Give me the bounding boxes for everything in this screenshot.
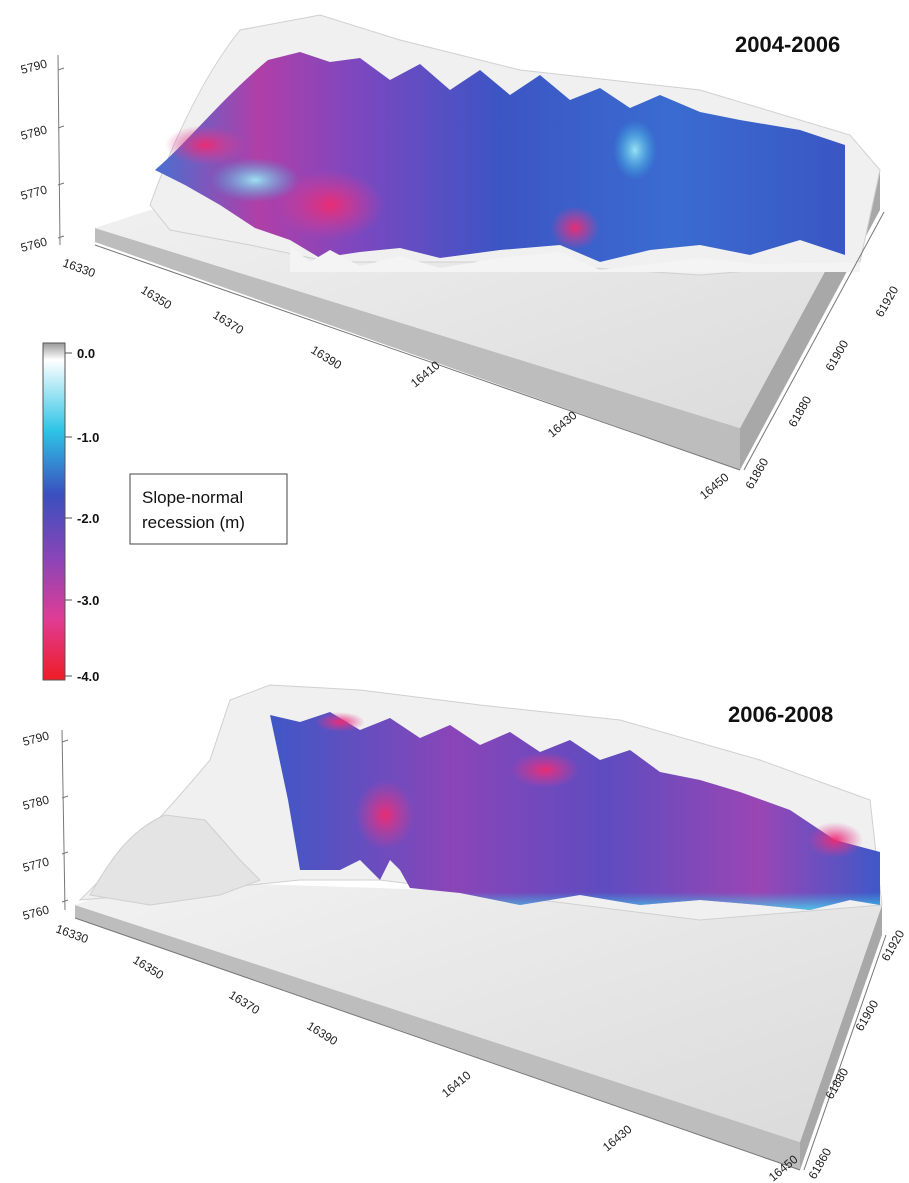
y-tick-label: 61860 xyxy=(742,455,771,491)
z-axis-ticks xyxy=(61,739,69,903)
panel-title: 2004-2006 xyxy=(735,32,840,57)
x-tick-label: 16330 xyxy=(61,256,97,281)
x-tick-label: 16370 xyxy=(226,988,262,1018)
z-tick-label: 5770 xyxy=(21,854,51,875)
x-tick-label: 16390 xyxy=(304,1019,340,1049)
recession-hotspot xyxy=(510,752,580,788)
colorbar-tick-label: -1.0 xyxy=(77,430,99,445)
y-tick-label: 61860 xyxy=(805,1145,834,1181)
recession-hotspot xyxy=(355,780,415,850)
z-tick-label: 5790 xyxy=(21,728,51,749)
panel-title: 2006-2008 xyxy=(728,702,833,727)
y-tick-label: 61880 xyxy=(785,393,814,429)
recession-hotspot xyxy=(315,712,365,732)
base-front-face xyxy=(75,905,800,1170)
y-tick-label: 61920 xyxy=(872,283,901,319)
y-axis xyxy=(743,211,885,471)
y-axis xyxy=(803,934,887,1171)
colorbar: 0.0 -1.0 -2.0 -3.0 -4.0 xyxy=(42,342,99,684)
slope-toe xyxy=(290,245,860,272)
x-tick-label: 16430 xyxy=(600,1122,635,1154)
legend-label: recession (m) xyxy=(142,513,245,532)
colorbar-tick-label: 0.0 xyxy=(77,346,95,361)
colorbar-gradient xyxy=(42,342,66,681)
x-axis xyxy=(74,917,801,1171)
z-axis xyxy=(61,729,66,911)
z-tick-label: 5790 xyxy=(19,56,49,77)
recession-hotspot xyxy=(165,125,245,165)
z-tick-label: 5770 xyxy=(19,182,49,203)
x-tick-label: 16350 xyxy=(130,953,166,983)
colorbar-tick-label: -4.0 xyxy=(77,669,99,684)
x-tick-label: 16350 xyxy=(138,283,174,313)
panel-2006-2008: 5790 5780 5770 5760 16330 16350 16370 16… xyxy=(21,684,907,1183)
z-tick-label: 5780 xyxy=(21,792,51,813)
z-tick-label: 5780 xyxy=(19,122,49,143)
x-tick-label: 16410 xyxy=(439,1068,474,1100)
x-axis xyxy=(94,244,741,471)
x-tick-label: 16330 xyxy=(54,922,90,947)
x-tick-label: 16450 xyxy=(697,470,732,502)
low-recession-spot xyxy=(210,158,300,202)
cliff-rough-area xyxy=(89,814,261,906)
y-tick-label: 61900 xyxy=(822,337,851,373)
z-axis xyxy=(57,54,61,246)
base-right-face xyxy=(800,905,882,1170)
recession-hotspot xyxy=(807,822,863,858)
x-tick-label: 16390 xyxy=(308,343,344,373)
ground-surface xyxy=(75,880,882,1142)
recession-hotspot xyxy=(275,170,385,240)
low-recession-band xyxy=(395,850,880,910)
colorbar-tick-label: -3.0 xyxy=(77,593,99,608)
x-tick-label: 16370 xyxy=(210,308,246,338)
z-tick-label: 5760 xyxy=(21,902,51,923)
colorbar-tick-label: -2.0 xyxy=(77,511,99,526)
z-tick-label: 5760 xyxy=(19,234,49,255)
base-front-face xyxy=(95,228,740,470)
legend-label: Slope-normal xyxy=(142,488,243,507)
low-recession-spot xyxy=(613,120,657,180)
recession-hotspot xyxy=(550,206,600,250)
panel-2004-2006: 5790 5780 5770 5760 16330 16350 16370 16… xyxy=(19,14,901,502)
z-axis-ticks xyxy=(57,67,65,239)
legend-box: Slope-normal recession (m) xyxy=(129,473,288,545)
